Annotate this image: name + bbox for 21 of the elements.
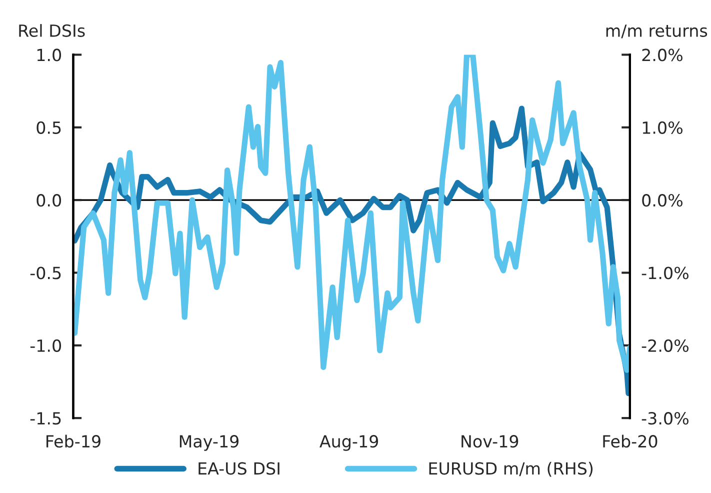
- y-tick-label: 0.5: [36, 121, 61, 134]
- y2-tick-label: 0.0%: [642, 194, 682, 207]
- legend-label: EURUSD m/m (RHS): [429, 462, 593, 477]
- y2-tick-label: 2.0%: [642, 48, 682, 62]
- x-tick-label: May-19: [180, 435, 238, 451]
- y2-tick-label: 1.0%: [642, 121, 682, 134]
- y2-tick-label: -3.0%: [642, 412, 688, 425]
- x-tick-label: Aug-19: [320, 435, 378, 451]
- x-tick-label: Feb-20: [603, 434, 658, 448]
- y2-tick-label: -2.0%: [642, 339, 688, 352]
- y-tick-label: -1.0: [30, 339, 62, 352]
- y2-axis-title: m/m returns: [606, 24, 708, 38]
- y2-tick-label: -1.0%: [642, 266, 688, 280]
- y-tick-label: -0.5: [30, 266, 61, 280]
- y-tick-label: -1.5: [30, 412, 61, 425]
- y-tick-label: 1.0: [37, 48, 62, 62]
- legend-label: EA-US DSI: [198, 462, 280, 475]
- y-axis-title: Rel DSIs: [19, 24, 85, 37]
- x-tick-label: Feb-19: [46, 434, 100, 448]
- y-tick-label: 0.0: [36, 194, 62, 207]
- x-tick-label: Nov-19: [462, 435, 518, 448]
